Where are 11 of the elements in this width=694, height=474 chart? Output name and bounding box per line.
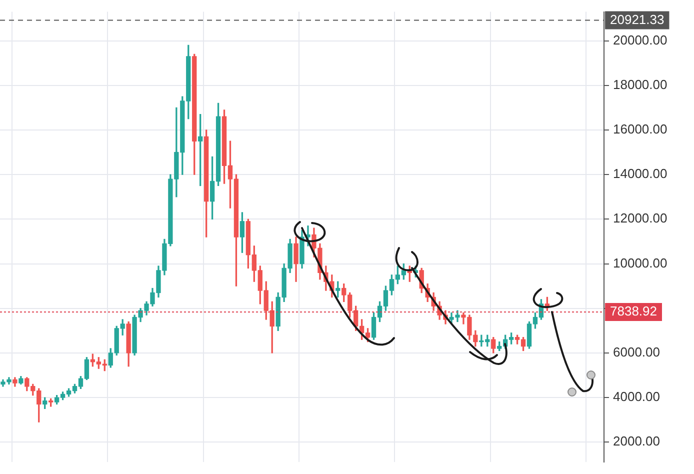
y-tick-label: 6000.00 — [613, 344, 660, 360]
y-tick-label: 20000.00 — [613, 32, 668, 48]
y-tick-label: 4000.00 — [613, 389, 660, 404]
ref-line-label: 20921.33 — [610, 12, 664, 27]
y-tick-label: 14000.00 — [613, 166, 668, 182]
y-tick-label: 10000.00 — [613, 255, 668, 270]
y-tick-label: 12000.00 — [613, 210, 668, 226]
y-tick-label: 16000.00 — [613, 122, 668, 137]
y-tick-label: 18000.00 — [613, 76, 668, 92]
y-tick-label: 2000.00 — [613, 434, 660, 449]
ref-line-label: 7838.92 — [610, 304, 657, 319]
